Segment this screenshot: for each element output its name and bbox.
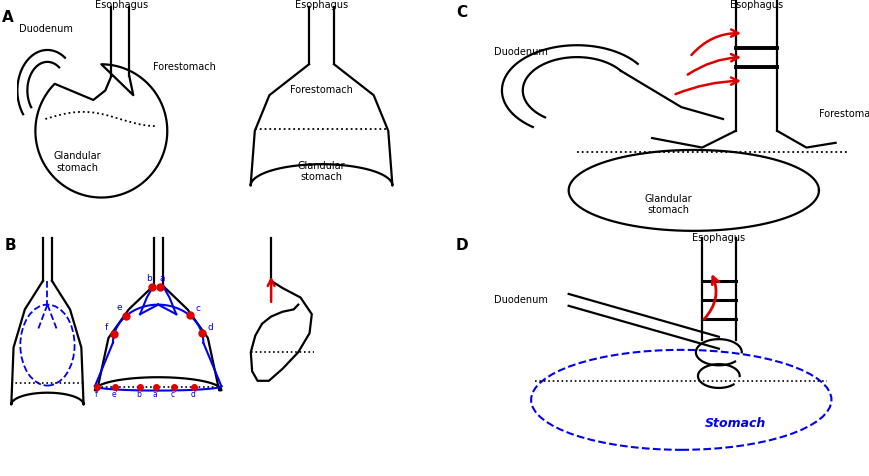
Text: Esophagus: Esophagus [693,233,746,243]
Text: Glandular
stomach: Glandular stomach [54,151,101,173]
Text: B: B [4,238,17,253]
Text: c': c' [171,390,177,399]
Text: e: e [116,303,122,312]
Text: Glandular
stomach: Glandular stomach [298,160,345,182]
Text: a: a [159,274,164,283]
Text: C: C [456,5,468,20]
Text: Duodenum: Duodenum [494,47,547,58]
Text: Esophagus: Esophagus [730,0,783,10]
Text: Stomach: Stomach [705,417,766,430]
Text: Esophagus: Esophagus [95,0,148,10]
Text: c: c [196,304,201,313]
Text: d: d [207,323,213,332]
Text: Forestomach: Forestomach [819,109,869,119]
Text: e': e' [112,390,118,399]
Text: Forestomach: Forestomach [290,85,353,96]
Text: b': b' [136,390,143,399]
Text: d': d' [191,390,198,399]
Text: a': a' [152,390,159,399]
Text: A: A [2,10,14,25]
Text: Glandular
stomach: Glandular stomach [645,194,693,216]
Text: f: f [104,323,108,332]
Text: Duodenum: Duodenum [19,23,73,34]
Text: Esophagus: Esophagus [295,0,348,10]
Text: D: D [456,238,468,253]
Text: Duodenum: Duodenum [494,295,547,305]
Text: f': f' [95,390,100,399]
Text: b: b [146,274,151,283]
Text: Forestomach: Forestomach [153,61,216,72]
